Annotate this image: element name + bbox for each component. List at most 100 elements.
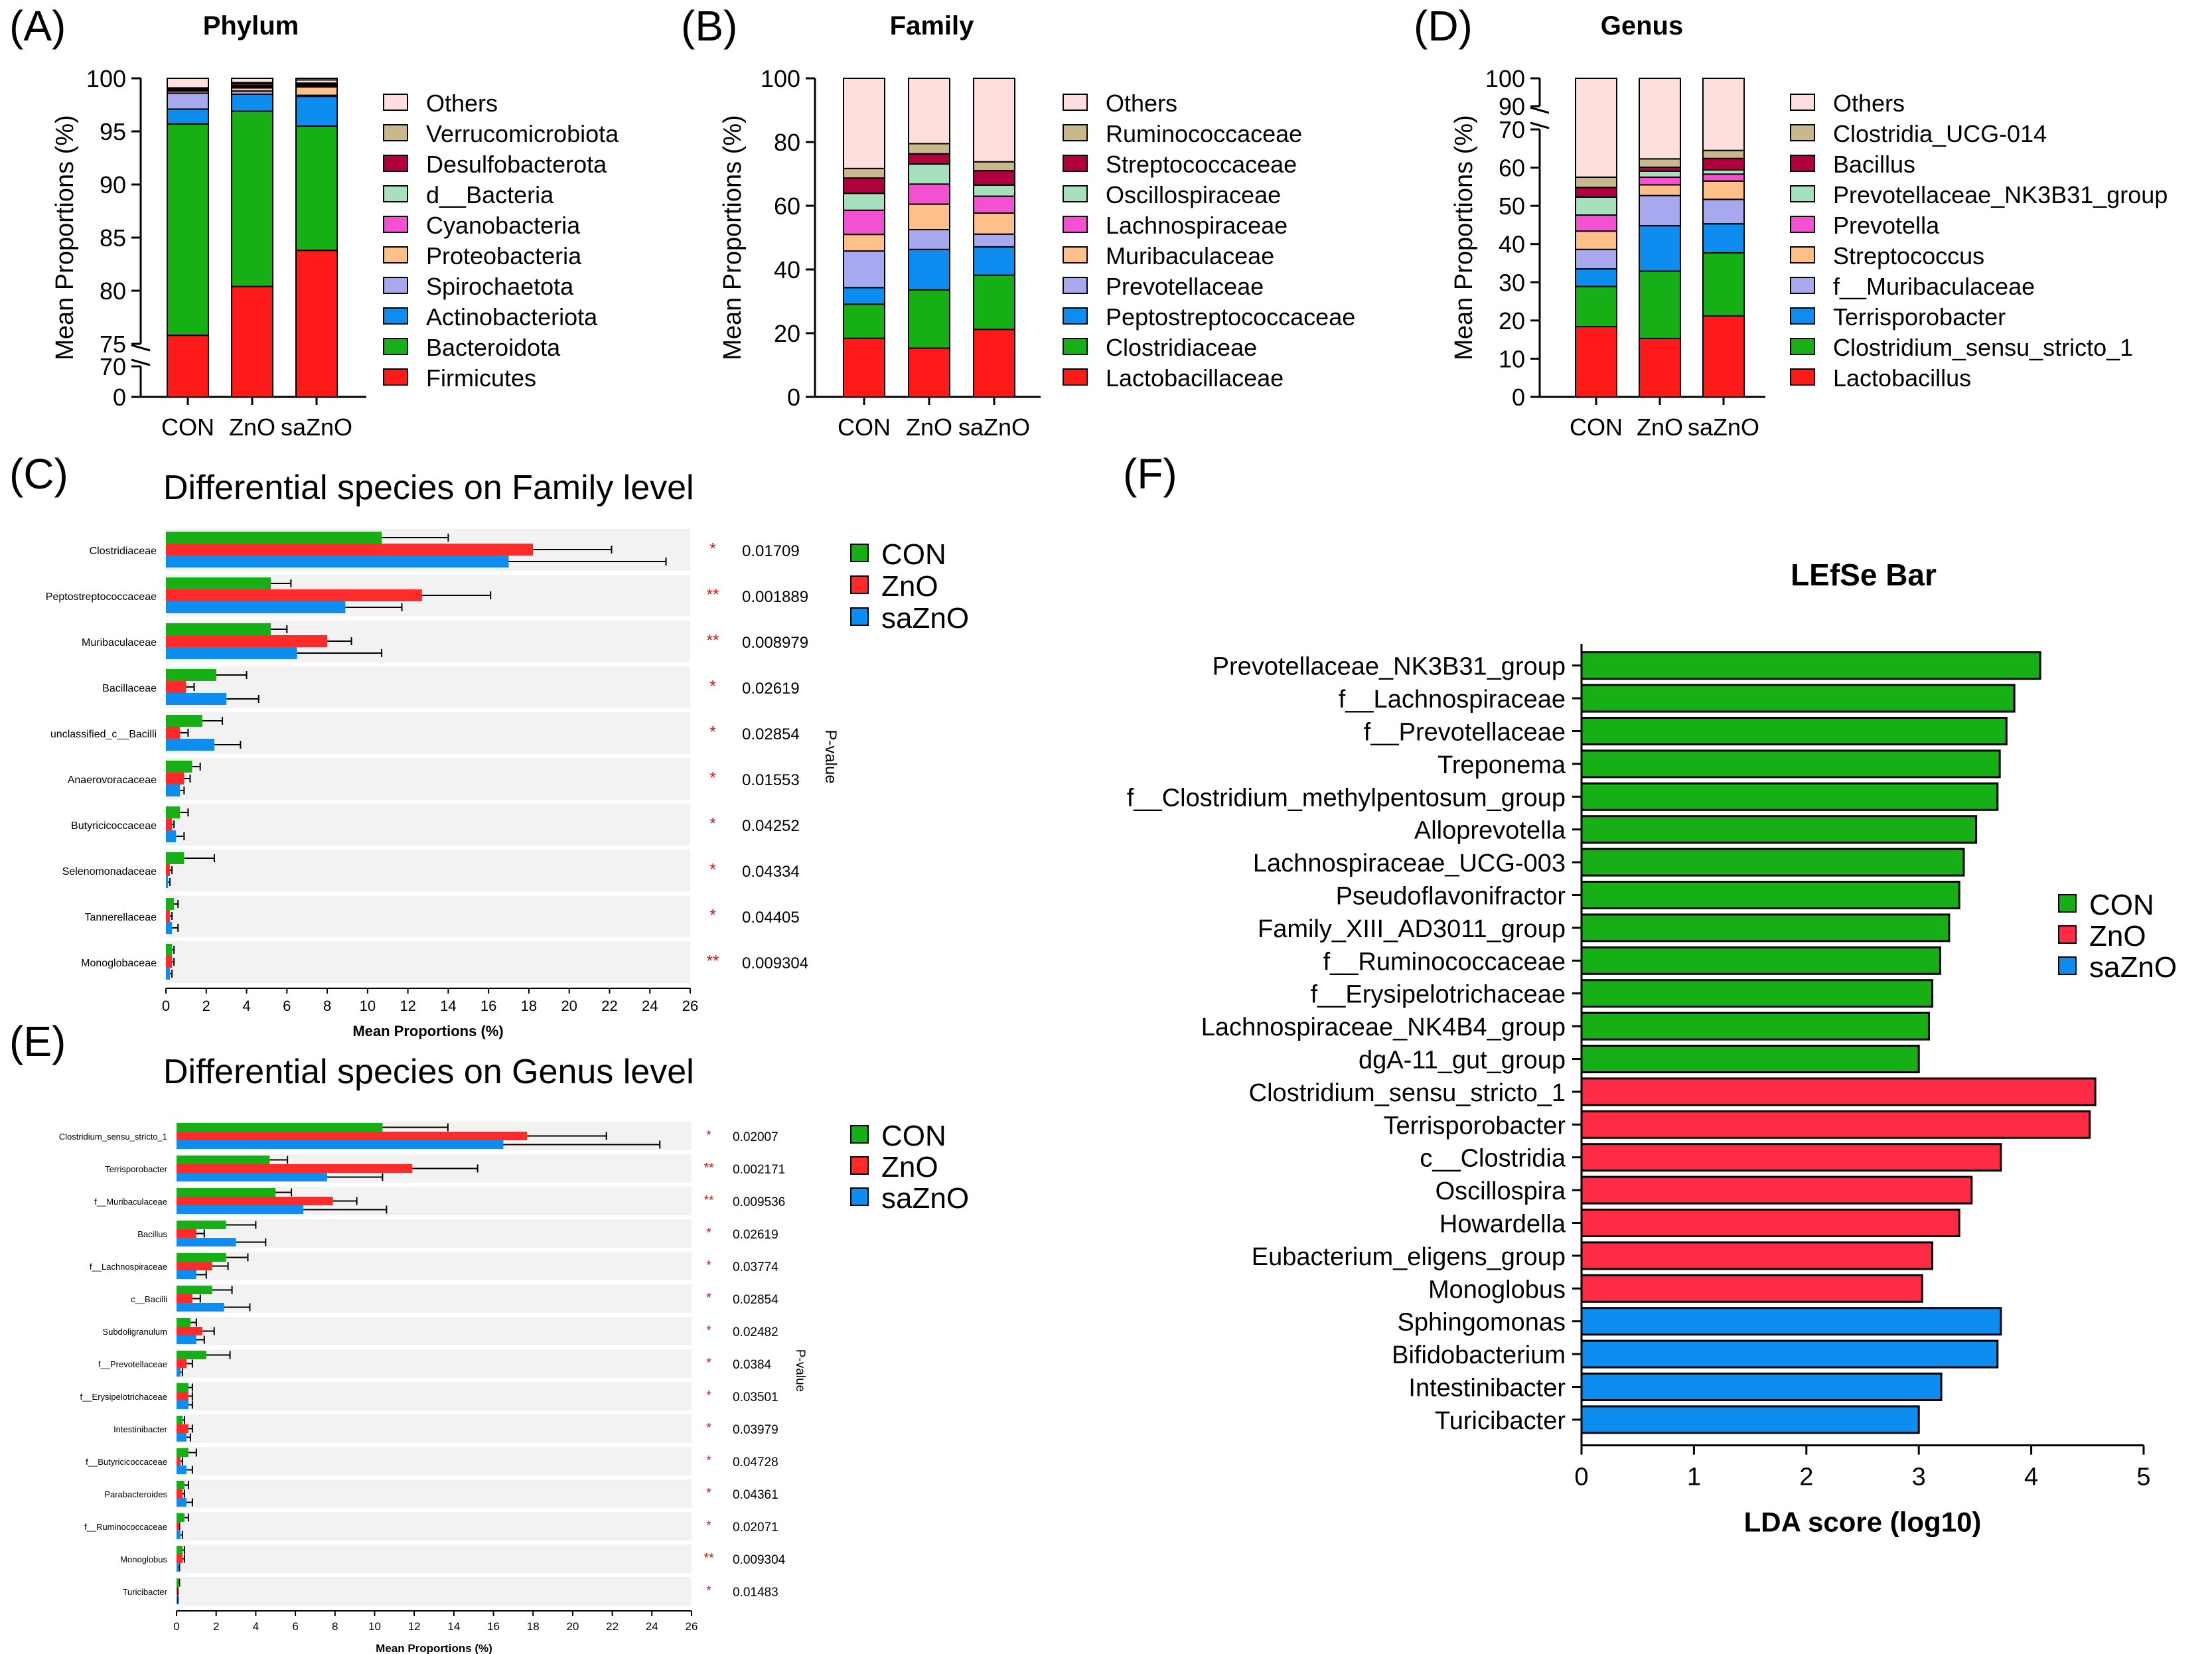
panel-label-c: (C) <box>9 450 68 498</box>
legend-label: CON <box>881 538 946 571</box>
p-value: 0.04361 <box>733 1488 778 1502</box>
chart-title: LEfSe Bar <box>1791 558 1937 592</box>
category-label: Turicibacter <box>123 1587 168 1597</box>
p-value: 0.03979 <box>733 1423 778 1437</box>
chart-d: Genus Mean Proportions (%) 0 10 20 30 40 50 60 70… <box>1450 11 2168 441</box>
bar-segment-lactobacillus <box>1575 326 1617 398</box>
bar-segment-ruminococcaceae <box>973 161 1015 172</box>
lda-bar-zno <box>1580 1209 1960 1237</box>
legend-label: Prevotella <box>1833 212 1940 239</box>
lda-bar-con <box>1580 979 1934 1008</box>
taxon-label: dgA-11_gut_group <box>1359 1047 1566 1075</box>
legend-swatch <box>1063 277 1088 294</box>
bar-zno <box>166 773 184 785</box>
bar-segment-terrisporobacter <box>1575 268 1617 287</box>
p-value: 0.009536 <box>733 1195 785 1209</box>
significance-star: * <box>709 769 715 787</box>
p-value-axis-label: P-value <box>822 729 840 783</box>
legend-swatch <box>2058 925 2077 944</box>
legend-label: Cyanobacteria <box>426 212 581 239</box>
bar-con <box>177 1286 212 1294</box>
legend-swatch <box>1790 307 1815 325</box>
taxon-label: Lachnospiraceae_UCG-003 <box>1253 850 1566 877</box>
x-tick-label: 14 <box>447 1620 460 1633</box>
bar-segment-prevotella <box>1575 214 1617 232</box>
bar-segment-lactobacillaceae <box>973 329 1015 398</box>
bar-segment-prevotellaceae <box>843 250 885 289</box>
chart-title: Family <box>890 11 974 40</box>
taxon-label: Alloprevotella <box>1414 817 1566 845</box>
bar-segment-ruminococcaceae <box>908 143 950 155</box>
category-label: Peptostreptococcaceae <box>46 591 157 603</box>
bar-con <box>177 1351 206 1359</box>
x-tick-label: 3 <box>1912 1464 1926 1491</box>
legend-label: f__Muribaculaceae <box>1833 273 2035 300</box>
bar-segment-streptococcaceae <box>843 177 885 194</box>
significance-star: ** <box>707 952 719 970</box>
bar-segment-clostridium-sensu-stricto-1 <box>1639 270 1681 339</box>
category-label: Tannerellaceae <box>84 912 157 923</box>
significance-star: * <box>706 1226 711 1240</box>
p-value-axis-label: P-value <box>793 1349 807 1392</box>
row-background <box>177 1414 692 1443</box>
category-label: Monoglobaceae <box>81 958 157 969</box>
taxon-label: f__Prevotellaceae <box>1364 719 1566 747</box>
chart-title: Genus <box>1601 11 1683 40</box>
bar-sazno <box>177 1335 196 1344</box>
p-value: 0.009304 <box>742 954 808 972</box>
legend-label: Verrucomicrobiota <box>426 120 619 147</box>
p-value: 0.009304 <box>733 1553 786 1567</box>
bar-segment-peptostreptococcaceae <box>843 287 885 305</box>
legend-swatch <box>850 544 869 562</box>
category-label: Bacillus <box>137 1229 167 1239</box>
y-tick-label: 20 <box>774 320 800 347</box>
bar-zno <box>166 818 173 830</box>
p-value: 0.04405 <box>742 909 800 927</box>
bar-zno <box>177 1262 212 1270</box>
legend-swatch <box>383 338 408 355</box>
x-tick-label: 6 <box>283 998 291 1014</box>
y-tick-label: 40 <box>1499 231 1525 258</box>
bar-con <box>166 669 216 681</box>
significance-star: * <box>706 1584 711 1598</box>
category-label: f__Muribaculaceae <box>94 1197 167 1207</box>
legend-swatch <box>383 155 408 172</box>
legend-swatch <box>1063 246 1088 263</box>
legend-label: Clostridia_UCG-014 <box>1833 120 2047 147</box>
x-tick-label: CON <box>838 414 891 441</box>
legend-label: Clostridium_sensu_stricto_1 <box>1833 334 2133 361</box>
bar-con <box>177 1318 190 1327</box>
bar-segment-firmicutes <box>295 250 338 398</box>
legend-label: Actinobacteriota <box>426 303 598 331</box>
row-background <box>177 1447 692 1475</box>
bar-segment-bacillus <box>1702 157 1745 171</box>
bar-segment-streptococcaceae <box>973 170 1015 186</box>
category-label: Parabacteroides <box>104 1489 167 1499</box>
x-tick-label: 20 <box>566 1620 579 1633</box>
bar-segment-others <box>231 78 273 84</box>
row-background <box>177 1544 692 1573</box>
taxon-label: f__Clostridium_methylpentosum_group <box>1127 784 1566 812</box>
legend-label: Prevotellaceae_NK3B31_group <box>1833 181 2168 208</box>
bar-segment-lachnospiraceae <box>908 183 950 205</box>
x-tick-label: ZnO <box>229 414 275 441</box>
p-value: 0.03501 <box>733 1391 778 1404</box>
significance-star: * <box>709 540 715 558</box>
legend-swatch <box>1790 216 1815 233</box>
p-value: 0.04334 <box>742 863 800 881</box>
x-tick-label: 22 <box>606 1620 619 1633</box>
bar-con <box>166 577 271 589</box>
bar-segment-actinobacteriota <box>167 108 209 125</box>
legend-swatch <box>1063 216 1088 233</box>
p-value: 0.02619 <box>742 680 800 698</box>
bar-segment-others <box>1575 78 1617 178</box>
bar-sazno <box>177 1270 196 1279</box>
taxon-label: f__Lachnospiraceae <box>1339 686 1566 714</box>
legend-swatch <box>383 185 408 202</box>
bar-segment-proteobacteria <box>295 86 338 96</box>
x-tick-label: 18 <box>527 1620 540 1633</box>
x-tick-label: 24 <box>642 998 658 1014</box>
legend-swatch <box>383 94 408 111</box>
